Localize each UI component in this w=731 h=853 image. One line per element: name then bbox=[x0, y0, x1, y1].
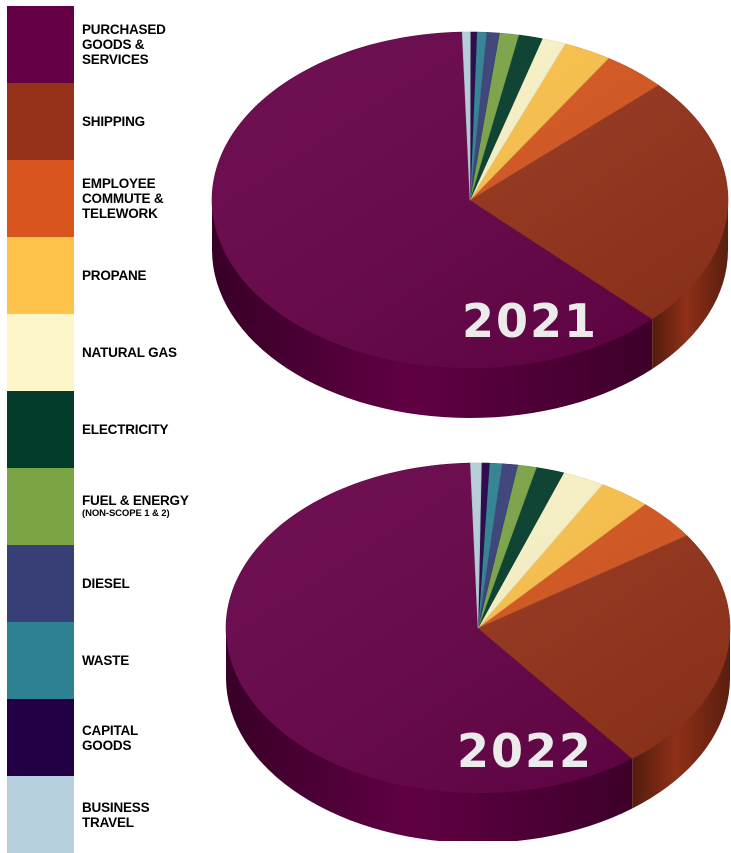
legend-label: EMPLOYEE COMMUTE & TELEWORK bbox=[82, 176, 164, 221]
legend-item: DIESEL bbox=[0, 545, 215, 622]
legend-swatch bbox=[7, 776, 74, 853]
legend-swatch bbox=[7, 160, 74, 237]
legend-label: WASTE bbox=[82, 653, 130, 668]
pie-slice-side bbox=[652, 200, 728, 369]
legend-label: DIESEL bbox=[82, 576, 130, 591]
pie-top-shading bbox=[212, 32, 728, 368]
legend-item: SHIPPING bbox=[0, 83, 215, 160]
legend-swatch bbox=[7, 622, 74, 699]
legend-item: NATURAL GAS bbox=[0, 314, 215, 391]
legend-item: FUEL & ENERGY (NON-SCOPE 1 & 2) bbox=[0, 468, 215, 545]
legend-label: ELECTRICITY bbox=[82, 422, 169, 437]
legend-swatch bbox=[7, 699, 74, 776]
legend-item: BUSINESS TRAVEL bbox=[0, 776, 215, 853]
legend-swatch bbox=[7, 314, 74, 391]
legend-item: ELECTRICITY bbox=[0, 391, 215, 468]
legend-item: EMPLOYEE COMMUTE & TELEWORK bbox=[0, 160, 215, 237]
legend-swatch bbox=[7, 83, 74, 160]
pie-slice-side bbox=[226, 628, 633, 841]
legend-item: PURCHASED GOODS & SERVICES bbox=[0, 6, 215, 83]
legend-label: CAPITAL GOODS bbox=[82, 722, 139, 753]
legend-label: PURCHASED GOODS & SERVICES bbox=[82, 22, 166, 67]
legend-item: CAPITAL GOODS bbox=[0, 699, 215, 776]
legend-label: PROPANE bbox=[82, 268, 147, 283]
legend-label: NATURAL GAS bbox=[82, 345, 177, 360]
pie-top-shading bbox=[226, 463, 730, 793]
legend-label: BUSINESS TRAVEL bbox=[82, 799, 150, 830]
legend-swatch bbox=[7, 391, 74, 468]
pie-year-label: 2021 bbox=[462, 294, 598, 348]
legend: PURCHASED GOODS & SERVICES SHIPPING EMPLOYEE… bbox=[0, 0, 215, 853]
legend-swatch bbox=[7, 468, 74, 545]
legend-item: PROPANE bbox=[0, 237, 215, 314]
legend-label: SHIPPING bbox=[82, 114, 145, 129]
pie-slice-side bbox=[632, 628, 730, 809]
legend-label: FUEL & ENERGY (NON-SCOPE 1 & 2) bbox=[82, 493, 189, 519]
legend-item: WASTE bbox=[0, 622, 215, 699]
legend-swatch bbox=[7, 237, 74, 314]
pie-year-label: 2022 bbox=[457, 724, 593, 778]
legend-swatch bbox=[7, 6, 74, 83]
pie-slice-side bbox=[212, 200, 653, 418]
legend-swatch bbox=[7, 545, 74, 622]
